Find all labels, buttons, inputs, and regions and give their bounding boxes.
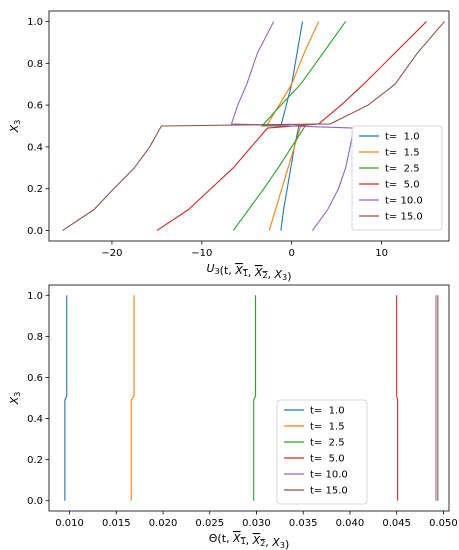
x-tick: 0.025 [195, 511, 224, 529]
y-tick: 0.6 [27, 101, 49, 112]
legend-label: t= 2.5 [310, 438, 345, 449]
y-tick: 0.4 [27, 414, 49, 425]
series-line-4 [156, 21, 427, 232]
x-tick-label: 0.045 [382, 518, 411, 529]
x-tick-label: 0.040 [336, 518, 365, 529]
x-tick-label: 10 [375, 248, 388, 259]
x-tick: 0.015 [102, 511, 131, 529]
x-tick: 0.040 [336, 511, 365, 529]
legend-label: t= 1.5 [310, 422, 345, 433]
x-axis-label: U3(t, X1, X2, X3) [207, 262, 292, 283]
x-tick: 0.035 [289, 511, 318, 529]
chart-panel-2: 0.010 0.015 0.020 0.025 0.030 0.035 0.040 0.045… [8, 284, 458, 550]
y-tick: 0.8 [27, 59, 49, 70]
y-tick: 0.6 [27, 373, 49, 384]
legend-label: t= 10.0 [310, 470, 348, 481]
legend-entry: t= 10.0 [284, 470, 348, 481]
y-tick: 0.4 [27, 142, 49, 153]
y-tick-label: 0.8 [27, 59, 43, 70]
y-tick: 0.2 [27, 455, 49, 466]
x-tick-label: 0.010 [55, 518, 84, 529]
legend-entry: t= 1.5 [284, 422, 345, 433]
legend-label: t= 2.5 [385, 164, 420, 175]
x-axis-label: Θ(t, X1, X2, X3) [209, 532, 289, 550]
x-tick: 0.030 [242, 511, 271, 529]
legend-entry: t= 10.0 [359, 196, 423, 207]
legend-entry: t= 2.5 [359, 164, 420, 175]
y-axis-label: X3 [8, 392, 22, 406]
legend-label: t= 15.0 [385, 212, 423, 223]
x-tick: 0.010 [55, 511, 84, 529]
legend-label: t= 15.0 [310, 486, 348, 497]
legend-entry: t= 1.0 [284, 406, 345, 417]
x-tick: −20 [101, 241, 122, 259]
legend-entry: t= 2.5 [284, 438, 345, 449]
y-tick: 0.0 [27, 496, 49, 507]
chart-panel-1: −20 −10 0 10 0.0 0.2 0.4 0.6 0.8 1.0 U3(t, X1, X2,… [8, 10, 450, 283]
legend: t= 1.0 t= 1.5 t= 2.5 t= 5.0 t= 10.0 t= 15.0 [351, 125, 443, 231]
x-tick-label: 0.030 [242, 518, 271, 529]
x-tick-label: 0.015 [102, 518, 131, 529]
y-tick: 0.2 [27, 184, 49, 195]
x-tick: −10 [191, 241, 212, 259]
series-line-1 [64, 295, 68, 501]
y-axis-label: X3 [8, 120, 22, 134]
legend: t= 1.0 t= 1.5 t= 2.5 t= 5.0 t= 10.0 t= 15.0 [276, 399, 368, 505]
x-tick-label: −10 [191, 248, 212, 259]
y-tick-label: 1.0 [27, 17, 43, 28]
y-tick-label: 0.2 [27, 184, 43, 195]
y-tick-label: 0.2 [27, 455, 43, 466]
x-tick-label: 0.025 [195, 518, 224, 529]
x-tick-label: 0 [289, 248, 295, 259]
x-tick: 0.050 [429, 511, 458, 529]
axes-frame [48, 284, 450, 512]
y-tick-label: 0.6 [27, 373, 43, 384]
x-tick-label: 0.020 [149, 518, 178, 529]
legend-entry: t= 15.0 [359, 212, 423, 223]
legend-entry: t= 5.0 [284, 454, 345, 465]
y-tick: 0.0 [27, 226, 49, 237]
legend-label: t= 5.0 [310, 454, 345, 465]
y-tick: 1.0 [27, 291, 49, 302]
legend-label: t= 5.0 [385, 180, 420, 191]
x-tick: 0.045 [382, 511, 411, 529]
y-tick-label: 0.4 [27, 414, 43, 425]
x-tick: 10 [375, 241, 388, 259]
series-line-2 [130, 295, 135, 501]
x-tick: 0 [289, 241, 295, 259]
legend-entry: t= 1.0 [359, 132, 420, 143]
legend-entry: t= 1.5 [359, 148, 420, 159]
y-tick-label: 0.0 [27, 226, 43, 237]
legend-label: t= 1.0 [385, 132, 420, 143]
legend-label: t= 1.0 [310, 406, 345, 417]
y-tick: 0.8 [27, 332, 49, 343]
legend-entry: t= 15.0 [284, 486, 348, 497]
legend-label: t= 10.0 [385, 196, 423, 207]
x-tick-label: −20 [101, 248, 122, 259]
y-tick-label: 0.8 [27, 332, 43, 343]
axes-frame [48, 10, 450, 242]
legend-entry: t= 5.0 [359, 180, 420, 191]
y-tick-label: 1.0 [27, 291, 43, 302]
legend-label: t= 1.5 [385, 148, 420, 159]
y-tick: 1.0 [27, 17, 49, 28]
x-tick-label: 0.050 [429, 518, 458, 529]
y-tick-label: 0.0 [27, 496, 43, 507]
x-tick: 0.020 [149, 511, 178, 529]
series-line-3 [253, 295, 257, 501]
series-line-6 [62, 21, 445, 232]
y-tick-label: 0.6 [27, 101, 43, 112]
series-line-4 [396, 295, 399, 501]
y-tick-label: 0.4 [27, 142, 43, 153]
series-line-5 [230, 21, 355, 231]
x-tick-label: 0.035 [289, 518, 318, 529]
